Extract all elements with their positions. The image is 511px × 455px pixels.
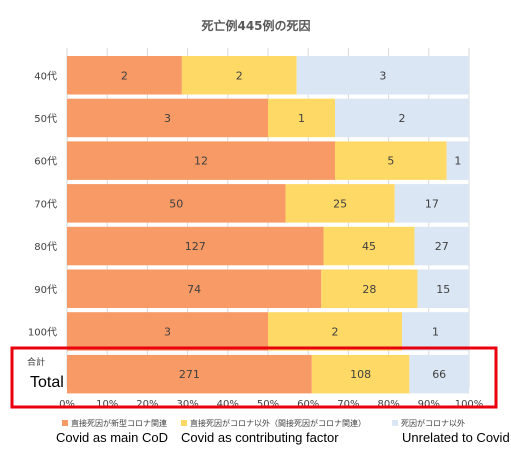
bar-segment xyxy=(402,312,469,351)
data-label: 45 xyxy=(362,240,376,253)
bar-segment xyxy=(311,354,410,394)
category-label: 50代 xyxy=(34,113,57,125)
series-translation: Covid as contributing factor xyxy=(181,430,339,445)
chart-title: 死亡例445例の死因 xyxy=(201,18,310,33)
bar-segment xyxy=(67,354,312,394)
bar-segment xyxy=(417,269,469,308)
category-label: 合計 xyxy=(27,356,45,368)
legend-label: 直接死因が新型コロナ関連 xyxy=(71,418,167,428)
bar-segment xyxy=(268,312,402,351)
legend-swatch xyxy=(181,420,187,426)
x-tick-label: 100% xyxy=(455,399,484,410)
bar-segment xyxy=(268,98,335,138)
bar-segment xyxy=(394,184,469,223)
x-tick-label: 70% xyxy=(337,399,359,410)
data-label: 17 xyxy=(425,197,439,210)
bar-segment xyxy=(67,98,268,138)
category-label: 90代 xyxy=(34,284,57,296)
data-label: 3 xyxy=(164,325,171,338)
bar-segment xyxy=(321,269,418,308)
data-label: 108 xyxy=(350,368,371,381)
category-label: 40代 xyxy=(34,70,57,82)
x-tick-label: 10% xyxy=(96,399,118,410)
legend-label: 死因がコロナ以外 xyxy=(401,418,465,428)
bar-segment xyxy=(67,269,322,308)
data-label: 2 xyxy=(236,69,243,82)
bar-segment xyxy=(414,226,469,266)
total-label: Total xyxy=(30,374,64,391)
x-tick-label: 0% xyxy=(59,399,75,410)
data-label: 25 xyxy=(333,197,347,210)
category-label: 80代 xyxy=(34,241,57,253)
x-tick-label: 50% xyxy=(257,399,279,410)
total-highlight-box xyxy=(10,346,498,409)
data-label: 66 xyxy=(432,368,446,381)
data-label: 5 xyxy=(387,155,394,168)
category-label: 60代 xyxy=(34,156,57,168)
bar-segment xyxy=(67,184,286,223)
bar-segment xyxy=(67,226,324,266)
data-label: 3 xyxy=(164,112,171,125)
data-label: 2 xyxy=(399,112,406,125)
bar-segment xyxy=(181,56,297,95)
data-label: 74 xyxy=(187,283,201,296)
x-tick-label: 30% xyxy=(176,399,198,410)
bar-segment xyxy=(323,226,415,266)
data-label: 1 xyxy=(454,155,461,168)
x-axis-ticks: 0% 10% 20% 30% 40% 50% 60% 70% 80% 90% 100% xyxy=(59,399,483,410)
series-translation: Covid as main CoD xyxy=(56,430,168,445)
bar-segment xyxy=(335,141,447,180)
data-label: 2 xyxy=(332,325,339,338)
bar-segment xyxy=(67,141,335,180)
x-tick-label: 80% xyxy=(377,399,399,410)
data-label: 50 xyxy=(169,197,183,210)
legend-label: 直接死因がコロナ以外（間接死因がコロナ関連） xyxy=(190,418,366,428)
legend-swatch xyxy=(392,420,398,426)
data-label: 12 xyxy=(194,155,208,168)
series-translation: Unrelated to Covid xyxy=(402,430,510,445)
data-label: 1 xyxy=(298,112,305,125)
data-label: 271 xyxy=(179,368,200,381)
category-label: 70代 xyxy=(34,198,57,210)
category-label: 100代 xyxy=(28,326,57,338)
legend: 直接死因が新型コロナ関連 直接死因がコロナ以外（間接死因がコロナ関連） 死因がコロナ… xyxy=(56,418,510,445)
bar-segment xyxy=(67,312,268,351)
x-tick-label: 20% xyxy=(136,399,158,410)
bar-segment xyxy=(285,184,395,223)
data-label: 27 xyxy=(435,240,449,253)
x-tick-label: 40% xyxy=(217,399,239,410)
bar-segment xyxy=(67,56,182,95)
bar-segment xyxy=(409,354,469,394)
bar-segment xyxy=(335,98,469,138)
data-label: 2 xyxy=(121,69,128,82)
data-label: 15 xyxy=(436,283,450,296)
data-label: 3 xyxy=(379,69,386,82)
x-tick-label: 60% xyxy=(297,399,319,410)
legend-swatch xyxy=(62,420,68,426)
bar-segment xyxy=(446,141,469,180)
x-tick-label: 90% xyxy=(418,399,440,410)
data-label: 28 xyxy=(362,283,376,296)
data-label: 127 xyxy=(185,240,206,253)
data-label: 1 xyxy=(432,325,439,338)
bar-segment xyxy=(296,56,469,95)
